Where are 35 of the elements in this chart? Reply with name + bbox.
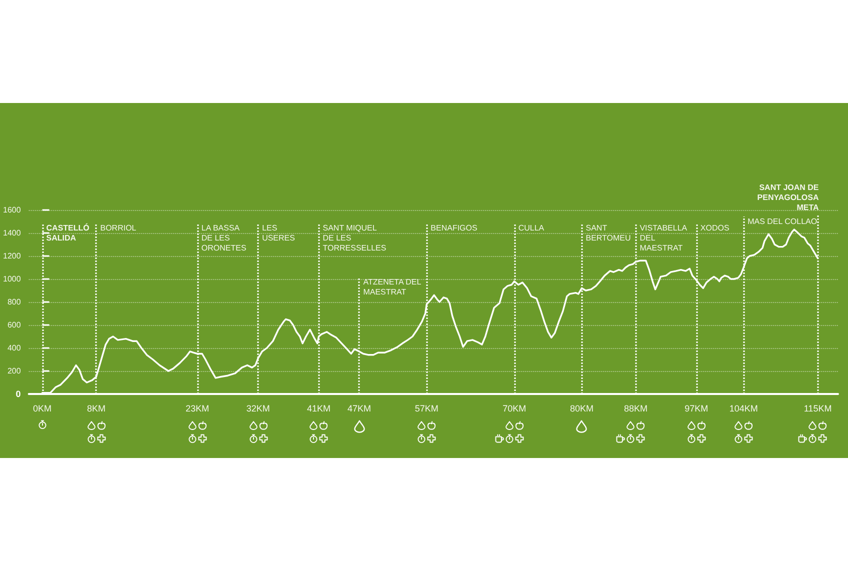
x-tick-label: 104KM — [729, 404, 758, 414]
x-tick-label: 70KM — [502, 404, 526, 414]
x-tick-label: 32KM — [246, 404, 270, 414]
x-tick-label: 47KM — [347, 404, 371, 414]
y-tick-label: 1400 — [3, 228, 22, 238]
y-tick-label: 1600 — [3, 206, 22, 214]
y-tick-label: 1200 — [3, 252, 22, 260]
y-tick-label: 1000 — [3, 274, 22, 284]
ref-line-label: MAS DEL COLLAO — [748, 217, 818, 226]
x-tick-label: 23KM — [186, 404, 210, 414]
x-tick-label: 88KM — [624, 404, 648, 414]
x-tick-label: 41KM — [307, 404, 331, 414]
y-tick-label: 200 — [7, 366, 22, 376]
ref-line-label: BORRIOL — [100, 224, 137, 232]
y-tick-label: 800 — [7, 298, 22, 306]
ref-line-label: XODOS — [700, 224, 730, 232]
y-tick-label: 600 — [7, 320, 22, 330]
ref-line-label: BENAFIGOS — [430, 224, 478, 232]
ref-line-label: LA BASSA DE LES ORONETES — [201, 224, 246, 252]
x-tick-label: 115KM — [804, 404, 832, 414]
x-tick-label: 0KM — [33, 404, 52, 414]
ref-line-label: VISTABELLA DEL MAESTRAT — [640, 224, 688, 252]
ref-line-label: SANT MIQUEL DE LES TORRESSELLES — [322, 224, 386, 252]
x-tick-label: 57KM — [414, 404, 438, 414]
y-tick-label: 0 — [16, 389, 21, 399]
x-tick-label: 80KM — [570, 404, 594, 414]
y-tick-label: 400 — [7, 344, 22, 352]
ref-line-label: ATZENETA DEL MAESTRAT — [363, 278, 422, 296]
ref-line-label: SANT JOAN DE PENYAGOLOSA META — [757, 183, 820, 212]
ref-line-label: CULLA — [518, 224, 545, 232]
ref-line-label: SANT BERTOMEU — [586, 224, 632, 242]
x-tick-label: 8KM — [86, 404, 106, 414]
ref-line-label: LES USERES — [262, 224, 295, 242]
x-tick-label: 97KM — [684, 404, 708, 414]
ref-line-label: CASTELLÓ SALIDA — [46, 222, 90, 242]
